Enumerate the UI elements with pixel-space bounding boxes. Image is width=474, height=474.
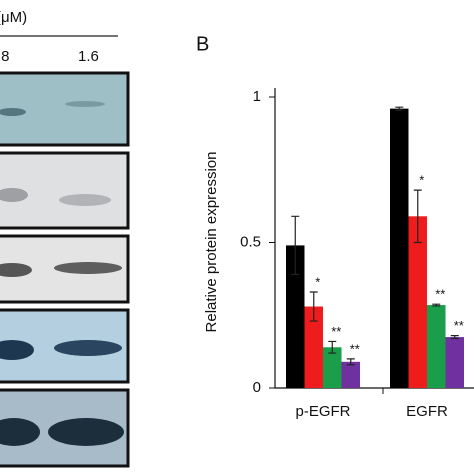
error-bar — [328, 340, 337, 354]
bar — [341, 361, 360, 388]
blot — [0, 71, 130, 147]
lane-label: .8 — [0, 48, 10, 65]
bar — [427, 305, 446, 388]
significance-mark: ** — [435, 287, 445, 302]
bar — [408, 216, 427, 388]
bar — [323, 347, 342, 388]
significance-mark: * — [315, 274, 320, 289]
bar — [286, 245, 305, 388]
band — [0, 188, 28, 202]
y-tick-label: 1 — [253, 88, 261, 105]
y-tick-label: 0 — [253, 379, 261, 396]
lane-label: 1.6 — [78, 48, 99, 65]
band — [54, 262, 122, 274]
error-bar — [413, 189, 422, 244]
band — [48, 418, 124, 446]
bar — [304, 306, 323, 388]
band — [0, 263, 32, 277]
error-bar — [432, 303, 441, 307]
band — [0, 418, 40, 446]
unit-label: (μM) — [0, 9, 27, 26]
y-axis-label: Relative protein expression — [203, 152, 220, 333]
error-bar — [450, 335, 459, 340]
blot-panel: (μM) .8 1.6 — [0, 9, 130, 468]
significance-mark: * — [419, 173, 424, 188]
panel-label: B — [196, 33, 209, 55]
y-tick-label: 0.5 — [240, 233, 261, 250]
bar — [445, 337, 464, 388]
error-bar — [291, 215, 300, 276]
error-bar — [346, 358, 355, 366]
significance-mark: ** — [350, 341, 360, 356]
band — [54, 340, 122, 356]
significance-mark: ** — [454, 318, 464, 333]
error-bar — [395, 106, 404, 111]
bar — [390, 108, 409, 388]
band — [0, 108, 26, 116]
band — [65, 101, 105, 107]
band — [59, 194, 111, 206]
significance-mark: ** — [331, 324, 341, 339]
x-tick-label: EGFR — [406, 403, 448, 420]
error-bar — [309, 291, 318, 322]
x-tick-label: p-EGFR — [295, 403, 350, 420]
band — [0, 340, 34, 360]
